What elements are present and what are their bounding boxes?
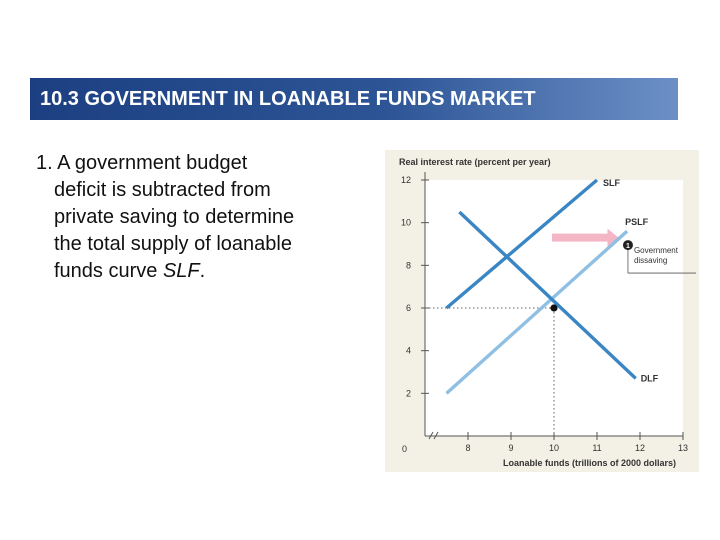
slf-label: SLF <box>603 178 621 188</box>
annotation-marker-number: 1 <box>626 243 630 250</box>
y-tick-label: 10 <box>401 218 411 228</box>
bullet-text-5: funds curve <box>54 260 163 282</box>
bullet-line-5: funds curve SLF. <box>36 258 366 285</box>
y-tick-label: 2 <box>406 388 411 398</box>
pslf-curve <box>445 229 629 395</box>
bullet-number: 1. <box>36 152 53 174</box>
pslf-label: PSLF <box>625 217 649 227</box>
x-tick-label: 12 <box>635 443 645 453</box>
y-tick-label: 8 <box>406 260 411 270</box>
dlf-label: DLF <box>641 373 659 383</box>
x-axis-title: Loanable funds (trillions of 2000 dollar… <box>503 458 676 468</box>
x-tick-label: 10 <box>549 443 559 453</box>
bullet-line-2: deficit is subtracted from <box>54 179 271 201</box>
chart-svg: Real interest rate (percent per year) Lo… <box>399 157 696 468</box>
x-tick-label: 9 <box>508 443 513 453</box>
bullet-point: 1. A government budget deficit is subtra… <box>36 150 366 285</box>
bullet-emphasis: SLF <box>162 260 200 282</box>
y-tick-label: 4 <box>406 346 411 356</box>
equilibrium-point <box>550 304 558 312</box>
bullet-line-3: private saving to determine <box>54 206 295 228</box>
x-tick-label: 11 <box>592 443 601 453</box>
annotation-text: dissaving <box>634 256 667 265</box>
axis-break-mark <box>428 431 439 440</box>
annotation-marker <box>622 240 633 251</box>
dissaving-arrow-head <box>607 228 619 247</box>
dlf-curve <box>458 210 637 380</box>
x-tick-label: 13 <box>678 443 688 453</box>
y-tick-label: 12 <box>401 175 411 185</box>
slf-curve <box>445 178 599 310</box>
slide-title-bar: 10.3 GOVERNMENT IN LOANABLE FUNDS MARKET <box>30 78 678 120</box>
y-tick-label: 6 <box>406 303 411 313</box>
bullet-tail: . <box>199 260 206 282</box>
bullet-line-4: the total supply of loanable <box>54 233 292 255</box>
origin-label: 0 <box>402 444 407 454</box>
slide-title: 10.3 GOVERNMENT IN LOANABLE FUNDS MARKET <box>40 87 536 110</box>
bullet-text-1: A government budget <box>57 152 248 174</box>
loanable-funds-chart: Real interest rate (percent per year) Lo… <box>385 150 699 472</box>
annotation-text: Government <box>634 246 679 255</box>
bullet-line-1: 1. A government budget <box>36 150 366 177</box>
y-axis-title: Real interest rate (percent per year) <box>399 157 551 167</box>
x-tick-label: 8 <box>465 443 470 453</box>
dissaving-arrow-shaft <box>552 233 609 242</box>
